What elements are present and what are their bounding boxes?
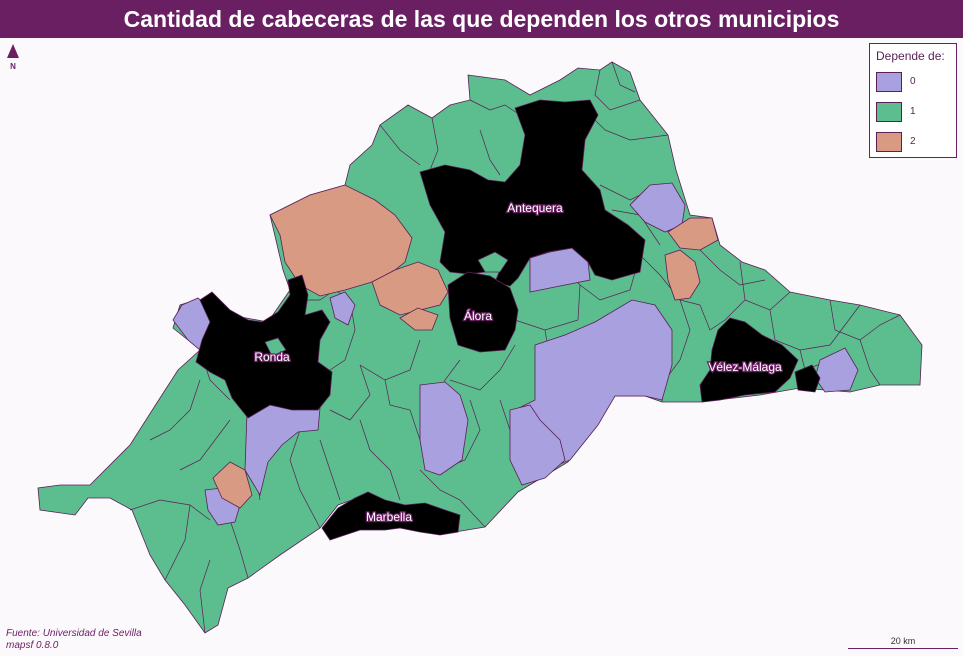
legend-swatch-0 [876, 72, 902, 92]
north-label: N [10, 62, 16, 71]
municipal-borders [129, 61, 901, 634]
label-ronda: Ronda [254, 350, 290, 364]
legend-item-2: 2 [876, 132, 952, 154]
cabecera-regions [195, 99, 821, 541]
scale-line [848, 648, 958, 649]
cabecera-region-velez-malaga-exclave [794, 364, 821, 393]
cabecera-region-marbella [321, 491, 461, 541]
legend-label-2: 2 [910, 136, 916, 147]
label-alora: Álora [464, 308, 492, 323]
legend-swatch-1 [876, 102, 902, 122]
north-arrow-icon [7, 44, 19, 58]
north-arrow: N [4, 42, 22, 71]
scale-label: 20 km [890, 636, 916, 646]
legend-item-1: 1 [876, 102, 952, 124]
legend: Depende de: 0 1 2 [869, 43, 957, 158]
source-line-2: mapsf 0.8.0 [6, 640, 59, 651]
legend-label-1: 1 [910, 106, 916, 117]
legend-title: Depende de: [876, 49, 945, 63]
source-line-1: Fuente: Universidad de Sevilla [6, 628, 142, 639]
cabecera-region-ronda [195, 274, 333, 419]
cabecera-region-velez-malaga [699, 317, 799, 403]
label-velez-malaga: Vélez-Málaga [708, 360, 782, 374]
category-0-regions [172, 182, 859, 526]
title-bar: Cantidad de cabeceras de las que depende… [0, 0, 963, 38]
legend-label-0: 0 [910, 76, 916, 87]
legend-swatch-2 [876, 132, 902, 152]
label-marbella: Marbella [366, 510, 412, 524]
category-1-inner-regions [264, 251, 509, 357]
map-title: Cantidad de cabeceras de las que depende… [123, 5, 840, 32]
label-antequera: Antequera [507, 201, 563, 215]
scale-bar: 20 km [848, 636, 958, 652]
source-note: Fuente: Universidad de Sevilla mapsf 0.8… [6, 628, 142, 652]
category-2-regions [212, 184, 719, 509]
cabecera-region-alora [447, 271, 519, 353]
legend-item-0: 0 [876, 72, 952, 94]
province-map: Antequera Álora Ronda Vélez-Málaga Marbe… [37, 61, 923, 634]
cabecera-region-antequera [419, 99, 646, 287]
